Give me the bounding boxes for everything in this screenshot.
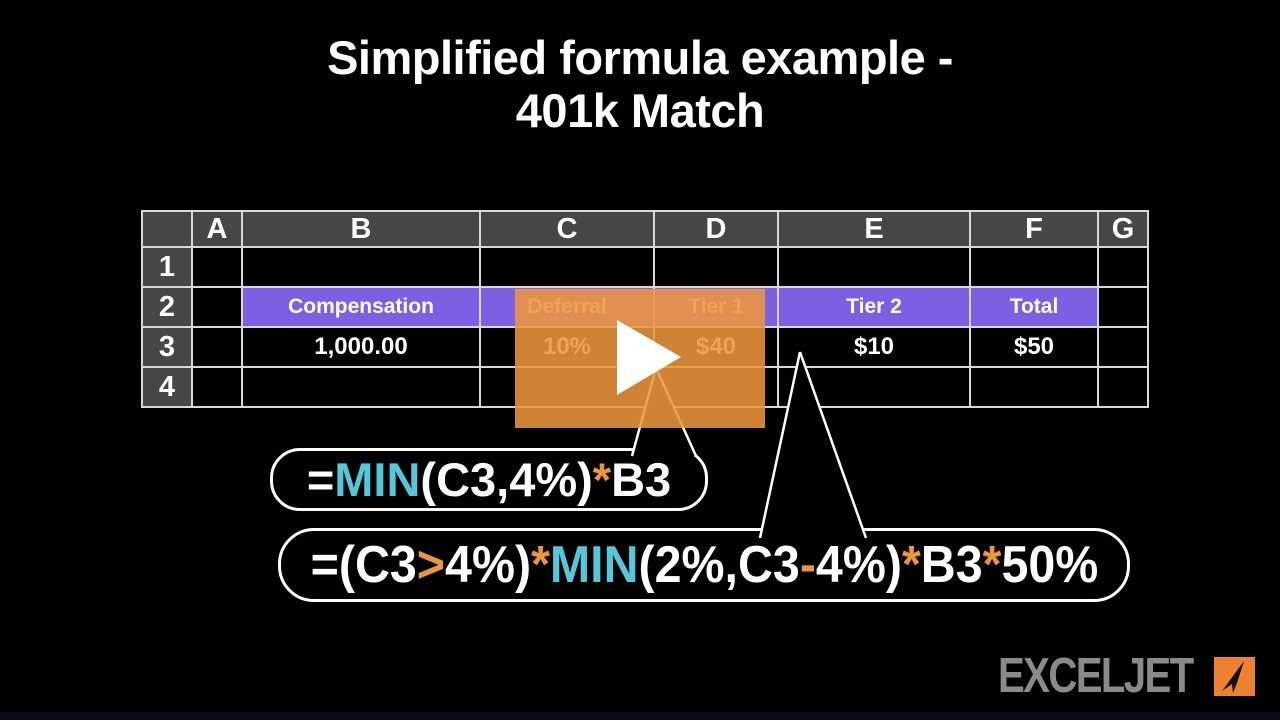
formula-segment: *: [592, 453, 612, 506]
cell-A3: [193, 328, 241, 366]
slide-title-line2: 401k Match: [515, 83, 765, 137]
play-icon: [617, 320, 681, 395]
slide-title: Simplified formula example - 401k Match: [0, 31, 1280, 137]
column-header-B: B: [243, 212, 479, 246]
column-header-D: D: [655, 212, 777, 246]
formula-segment: B3: [920, 536, 983, 594]
formula-callout-tier1: = MIN (C3,4%) * B3: [270, 448, 708, 511]
cell-B2: Compensation: [243, 288, 479, 326]
cell-A1: [193, 248, 241, 286]
formula-segment: 50%: [1001, 536, 1098, 594]
cell-A2: [193, 288, 241, 326]
formula-segment: =: [306, 453, 335, 506]
row-header-1: 1: [143, 248, 191, 286]
cell-G1: [1099, 248, 1147, 286]
column-header-C: C: [481, 212, 653, 246]
cell-D1: [655, 248, 777, 286]
cell-G3: [1099, 328, 1147, 366]
slide-title-line1: Simplified formula example -: [327, 31, 953, 84]
column-header-G: G: [1099, 212, 1147, 246]
formula-segment: *: [901, 536, 921, 594]
column-header-E: E: [779, 212, 969, 246]
play-button[interactable]: [515, 289, 765, 428]
formula-segment: *: [530, 536, 550, 594]
cell-E1: [779, 248, 969, 286]
cell-E3: $10: [779, 328, 969, 366]
formula-segment: (2%,C3: [638, 536, 800, 594]
cell-A4: [193, 368, 241, 406]
cell-B1: [243, 248, 479, 286]
formula-segment: =(C3: [310, 536, 417, 594]
column-header-A: A: [193, 212, 241, 246]
formula-tier2-text: =(C3 >4%) * MIN (2%,C3-4%) * B3 * 50%: [310, 535, 1098, 595]
row-header-4: 4: [143, 368, 191, 406]
paper-plane-icon: [1222, 661, 1244, 693]
cell-B4: [243, 368, 479, 406]
formula-segment: 4%): [444, 536, 531, 594]
column-header-F: F: [971, 212, 1097, 246]
cell-C1: [481, 248, 653, 286]
corner-cell: [143, 212, 191, 246]
cell-B3: 1,000.00: [243, 328, 479, 366]
cell-F2: Total: [971, 288, 1097, 326]
formula-segment: MIN: [549, 536, 639, 594]
formula-segment: MIN: [334, 453, 421, 506]
cell-G4: [1099, 368, 1147, 406]
formula-segment: B3: [611, 453, 672, 506]
exceljet-logo: EXCELJET: [998, 648, 1255, 703]
formula-callout-tier2: =(C3 >4%) * MIN (2%,C3-4%) * B3 * 50%: [278, 528, 1130, 602]
formula-segment: >: [416, 536, 445, 594]
cell-F1: [971, 248, 1097, 286]
cell-F3: $50: [971, 328, 1097, 366]
cell-G2: [1099, 288, 1147, 326]
cell-E4: [779, 368, 969, 406]
cell-E2: Tier 2: [779, 288, 969, 326]
exceljet-logo-mark: [1214, 657, 1255, 696]
formula-segment: 4%): [815, 536, 902, 594]
row-header-2: 2: [143, 288, 191, 326]
exceljet-logo-text: EXCELJET: [998, 648, 1194, 703]
row-header-3: 3: [143, 328, 191, 366]
cell-F4: [971, 368, 1097, 406]
formula-segment: *: [982, 536, 1002, 594]
formula-segment: -: [799, 536, 816, 594]
formula-tier1-text: = MIN (C3,4%) * B3: [307, 452, 671, 507]
formula-segment: (C3,4%): [420, 453, 593, 506]
bottom-strip: [0, 712, 1280, 720]
